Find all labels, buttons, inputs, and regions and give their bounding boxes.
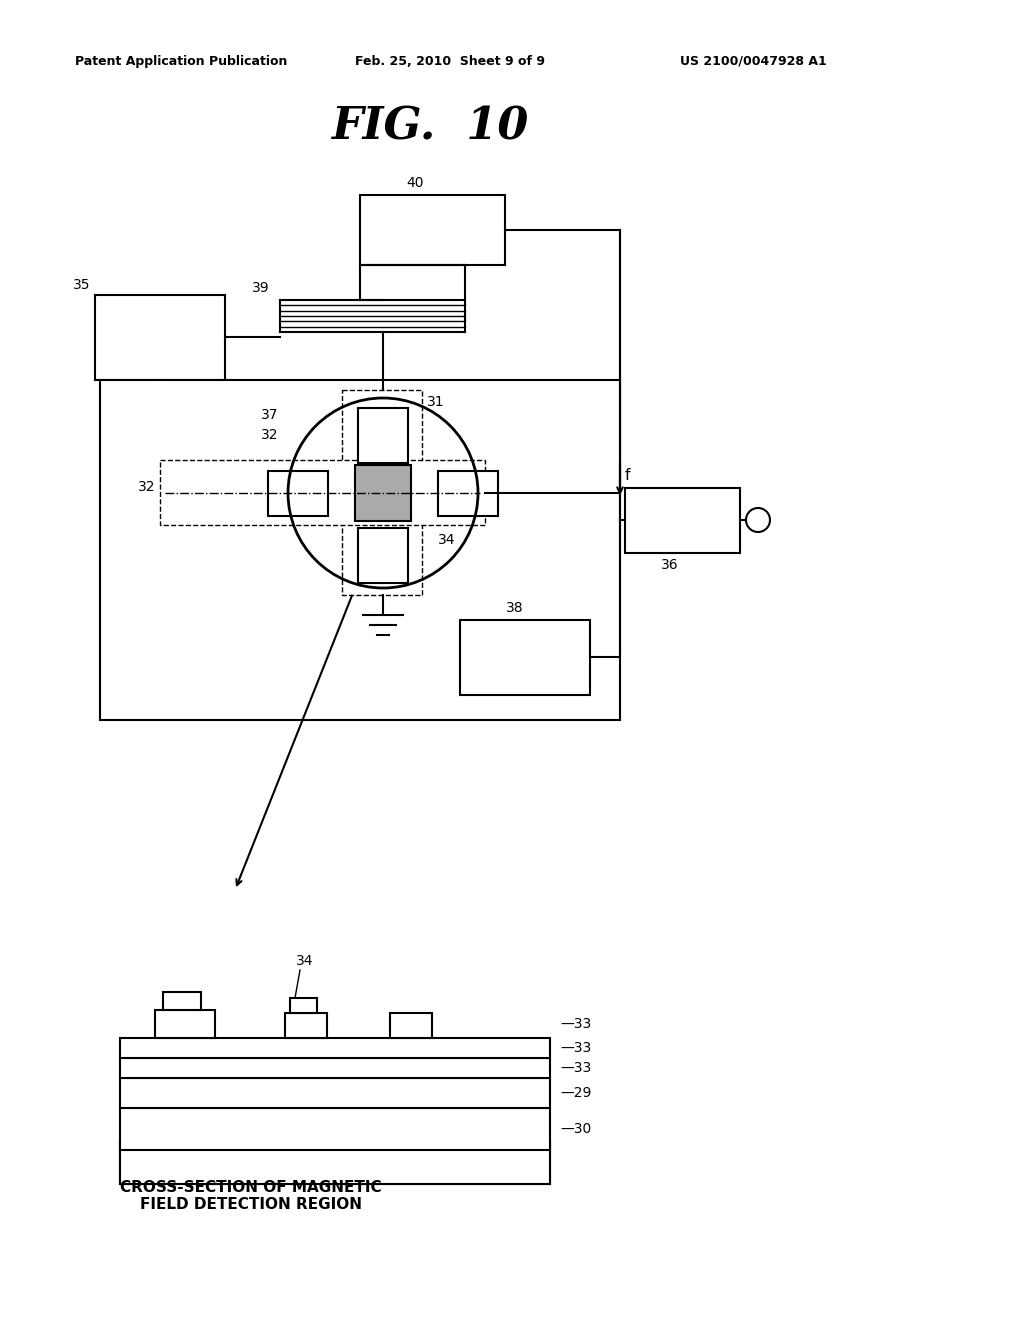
Bar	[120, 1142, 550, 1184]
Bar	[100, 380, 620, 719]
Text: —29: —29	[560, 1086, 592, 1100]
Text: 40: 40	[407, 176, 424, 190]
Bar	[268, 471, 328, 516]
Bar	[120, 1107, 550, 1150]
Bar	[360, 195, 505, 265]
Text: 32: 32	[260, 428, 278, 442]
Bar	[120, 1059, 550, 1078]
Bar	[358, 528, 408, 583]
Text: 34: 34	[296, 954, 313, 968]
Text: —33: —33	[560, 1041, 591, 1055]
Text: 34: 34	[438, 533, 456, 546]
Bar	[438, 471, 498, 516]
Text: f: f	[625, 469, 631, 483]
Bar	[290, 998, 317, 1012]
Bar	[95, 294, 225, 380]
Bar	[625, 488, 740, 553]
Bar	[285, 1012, 327, 1038]
Text: —30: —30	[560, 1122, 591, 1137]
Text: 36: 36	[662, 558, 679, 572]
Bar	[460, 620, 590, 696]
Text: 37: 37	[260, 408, 278, 422]
Bar	[120, 1038, 550, 1059]
Bar	[160, 459, 485, 525]
Text: 32: 32	[137, 480, 155, 494]
Text: —33: —33	[560, 1016, 591, 1031]
Bar	[155, 1010, 215, 1038]
Text: 31: 31	[427, 395, 444, 409]
Bar	[390, 1012, 432, 1038]
Text: CROSS-SECTION OF MAGNETIC
FIELD DETECTION REGION: CROSS-SECTION OF MAGNETIC FIELD DETECTIO…	[120, 1180, 382, 1212]
Text: 35: 35	[73, 279, 90, 292]
Text: Patent Application Publication: Patent Application Publication	[75, 55, 288, 69]
Text: 39: 39	[252, 281, 270, 294]
Bar	[120, 1142, 550, 1184]
Bar	[342, 389, 422, 595]
Bar	[358, 408, 408, 463]
Bar	[120, 1078, 550, 1107]
Text: FIG.  10: FIG. 10	[332, 106, 528, 148]
Text: Feb. 25, 2010  Sheet 9 of 9: Feb. 25, 2010 Sheet 9 of 9	[355, 55, 545, 69]
Text: —33: —33	[560, 1061, 591, 1074]
Bar	[355, 465, 411, 521]
Text: US 2100/0047928 A1: US 2100/0047928 A1	[680, 55, 826, 69]
Text: 38: 38	[506, 601, 524, 615]
Bar	[163, 993, 201, 1010]
